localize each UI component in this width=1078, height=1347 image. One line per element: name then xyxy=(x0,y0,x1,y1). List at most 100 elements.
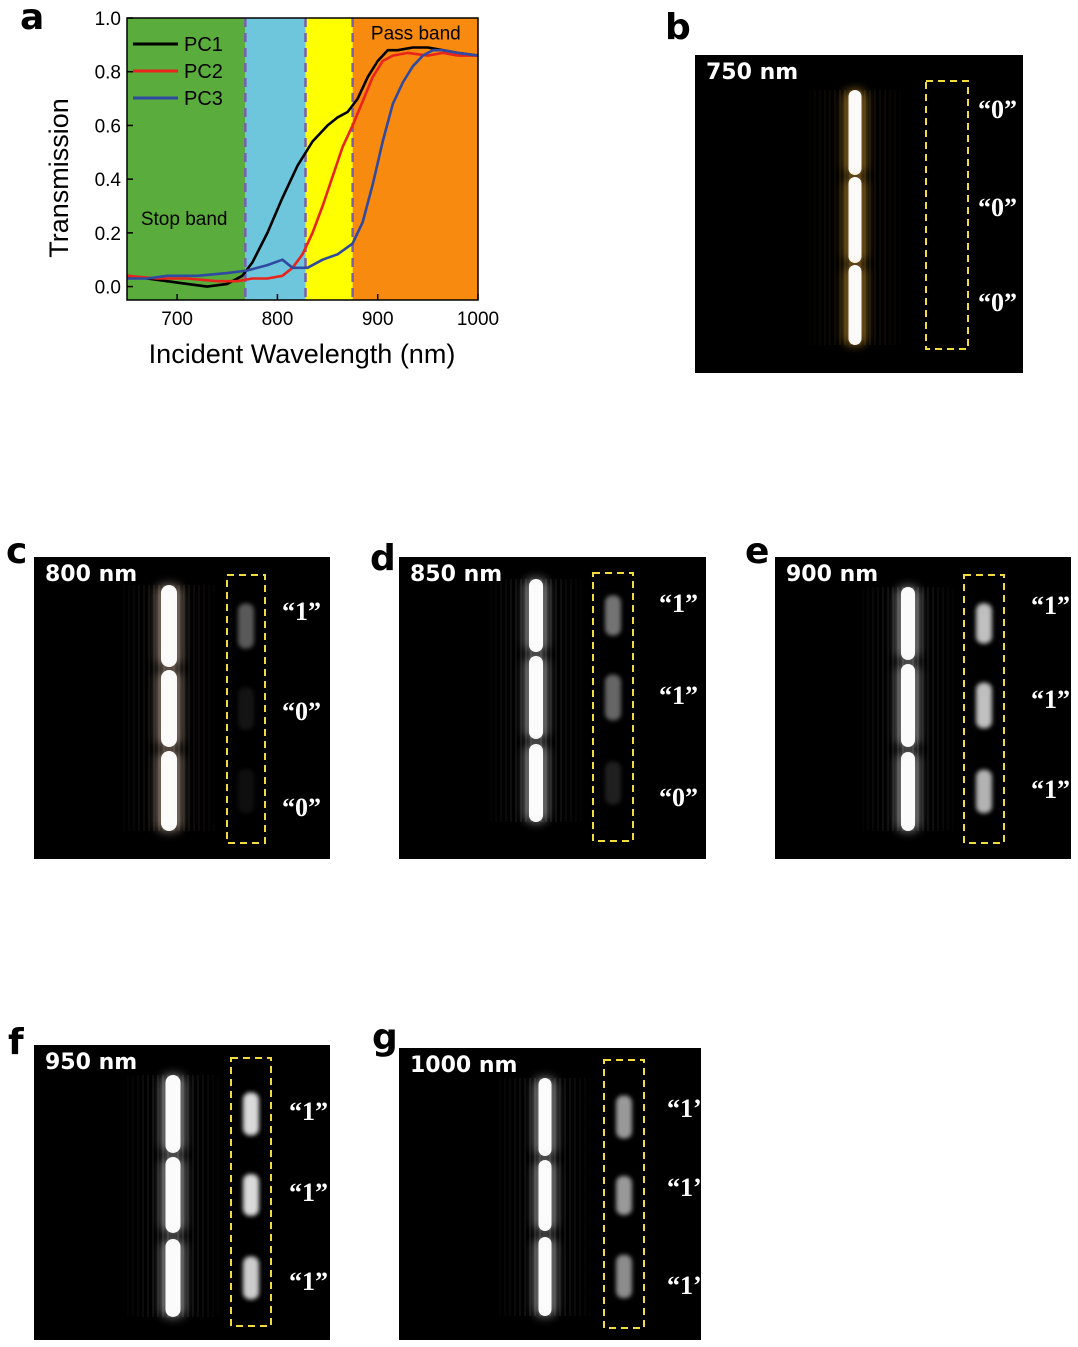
bit-spot-2 xyxy=(616,1175,632,1216)
bit-label-2: “1” xyxy=(1031,685,1070,714)
panel-letter-e: e xyxy=(745,531,770,572)
pass-band-annotation: Pass band xyxy=(371,23,461,44)
image-canvas-c xyxy=(133,574,266,844)
image-panel-b: 750 nm “0” “0” “0” xyxy=(695,55,1023,373)
x-tick-label: 1000 xyxy=(457,309,499,330)
bit-label-2: “1’ xyxy=(667,1173,701,1202)
panel-letter-f: f xyxy=(8,1022,24,1063)
x-tick-label: 800 xyxy=(262,309,294,330)
plot-frame xyxy=(126,17,479,301)
bit-label-2: “0” xyxy=(282,697,321,726)
series-line-pc3 xyxy=(127,48,478,280)
slit-segment-3 xyxy=(901,752,915,831)
slit-segment-2 xyxy=(848,177,862,263)
wavelength-label: 800 nm xyxy=(45,562,138,587)
image-canvas-b xyxy=(819,80,969,350)
panel-letter-g: g xyxy=(372,1017,398,1058)
x-tick-label: 900 xyxy=(362,309,394,330)
slit-segment-1 xyxy=(848,90,862,175)
image-panel-f: 950 nm “1” “1” “1” xyxy=(34,1045,330,1340)
bit-label-3: “0” xyxy=(282,793,321,822)
series-line-pc2 xyxy=(127,51,478,283)
band-region-3 xyxy=(305,18,353,300)
bit-label-1: “1” xyxy=(1031,591,1070,620)
slit-segment-3 xyxy=(161,751,177,831)
slit-segment-3 xyxy=(848,265,862,345)
slit-segment-2 xyxy=(165,1157,181,1233)
image-canvas-f xyxy=(137,1057,272,1327)
legend-label-pc1: PC1 xyxy=(184,34,223,56)
slit-segment-1 xyxy=(529,579,543,652)
detection-box xyxy=(592,572,634,842)
bit-label-3: “1” xyxy=(289,1267,328,1296)
image-panel-e: 900 nm “1” “1” “1” xyxy=(775,557,1071,859)
image-canvas-e xyxy=(872,574,1005,844)
y-tick-label: 0.4 xyxy=(95,170,122,191)
slit-segment-2 xyxy=(538,1160,552,1231)
detection-box xyxy=(603,1059,645,1329)
bit-label-2: “0” xyxy=(978,193,1017,222)
bit-label-3: “1’ xyxy=(667,1271,701,1300)
bit-label-3: “0” xyxy=(978,288,1017,317)
slit-segment-2 xyxy=(161,670,177,747)
stop-band-annotation: Stop band xyxy=(141,209,228,230)
detection-box xyxy=(226,574,266,844)
bit-spot-2 xyxy=(238,687,254,730)
wavelength-label: 850 nm xyxy=(410,562,503,587)
bit-label-1: “1” xyxy=(659,589,698,618)
slit-segment-3 xyxy=(538,1237,552,1316)
bit-spot-1 xyxy=(605,595,621,636)
bit-spot-3 xyxy=(238,769,254,813)
panel-letter-a: a xyxy=(20,0,45,38)
bit-spot-2 xyxy=(243,1174,259,1216)
image-panel-d: 850 nm “1” “1” “0” xyxy=(399,557,706,859)
wavelength-label: 900 nm xyxy=(786,562,879,587)
panel-letter-d: d xyxy=(370,538,396,579)
band-region-2 xyxy=(245,18,306,300)
bit-label-3: “0” xyxy=(659,783,698,812)
panel-letter-c: c xyxy=(6,531,28,572)
transmission-chart: 700 800 900 1000 0.0 0.2 0.4 0.6 0.8 1.0 PC1 PC2 PC… xyxy=(44,9,499,369)
slit-segment-1 xyxy=(901,587,915,660)
y-tick-label: 0.8 xyxy=(95,63,121,84)
bit-spot-2 xyxy=(976,682,992,729)
legend-label-pc3: PC3 xyxy=(184,88,223,110)
bit-label-1: “1” xyxy=(289,1097,328,1126)
series-line-pc1 xyxy=(127,46,478,288)
y-tick-label: 1.0 xyxy=(95,9,121,30)
detection-box xyxy=(925,80,969,350)
bit-spot-1 xyxy=(616,1095,632,1139)
slit-segment-1 xyxy=(538,1078,552,1156)
panel-letter-b: b xyxy=(665,7,691,48)
y-tick-label: 0.6 xyxy=(95,116,121,137)
bit-spot-3 xyxy=(616,1254,632,1299)
bit-spot-2 xyxy=(605,674,621,721)
bit-spot-1 xyxy=(243,1092,259,1136)
bit-label-1: “1” xyxy=(282,597,321,626)
bit-label-1: “0” xyxy=(978,95,1017,124)
slit-segment-3 xyxy=(529,744,543,822)
bit-spot-3 xyxy=(976,769,992,814)
slit-segment-1 xyxy=(165,1075,181,1153)
bit-spot-1 xyxy=(238,603,254,649)
image-canvas-d xyxy=(500,572,634,842)
slit-segment-2 xyxy=(529,656,543,739)
bit-label-1: “1’ xyxy=(667,1094,701,1123)
x-axis-label: Incident Wavelength (nm) xyxy=(149,339,456,369)
slit-segment-1 xyxy=(161,585,177,667)
slit-segment-3 xyxy=(165,1239,181,1317)
wavelength-label: 950 nm xyxy=(45,1050,138,1075)
image-canvas-g xyxy=(509,1059,645,1329)
image-panel-c: 800 nm “1” “0” “0” xyxy=(34,557,330,859)
bit-label-3: “1” xyxy=(1031,775,1070,804)
wavelength-label: 1000 nm xyxy=(410,1053,518,1078)
y-axis-label: Transmission xyxy=(44,98,74,258)
y-tick-label: 0.0 xyxy=(95,278,121,299)
bit-label-2: “1” xyxy=(289,1178,328,1207)
bit-spot-1 xyxy=(976,603,992,644)
band-region-1 xyxy=(127,18,246,300)
slit-segment-2 xyxy=(901,664,915,747)
band-region-4 xyxy=(352,18,478,300)
bit-spot-3 xyxy=(243,1256,259,1300)
